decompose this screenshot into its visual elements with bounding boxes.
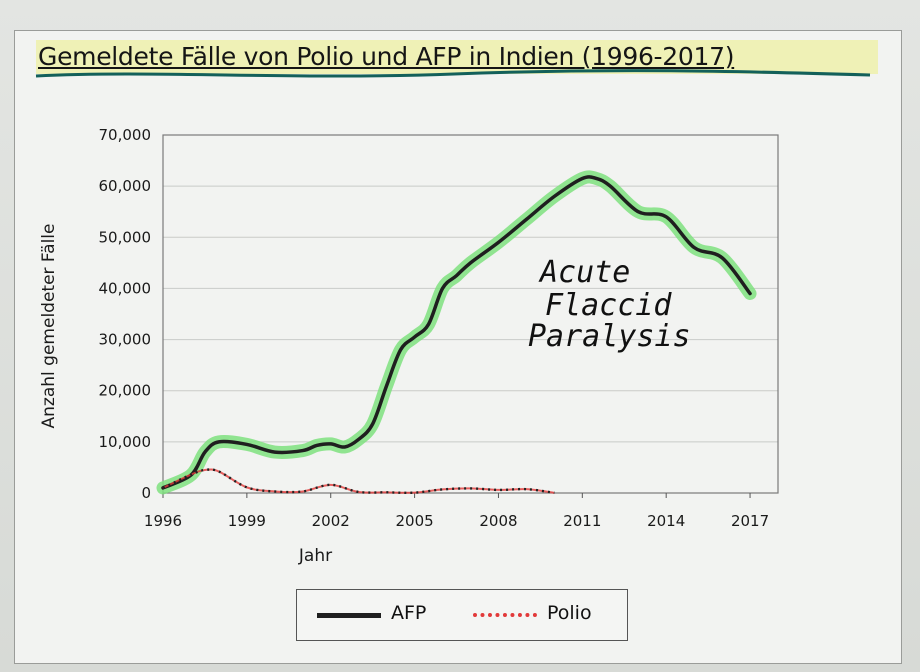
y-tick-label: 60,000 <box>99 177 152 195</box>
y-tick-label: 10,000 <box>99 433 152 451</box>
handwritten-annotation-line: Paralysis <box>528 319 691 354</box>
series-line-afp <box>161 175 752 490</box>
chart-title: Gemeldete Fälle von Polio und AFP in Ind… <box>38 42 735 71</box>
x-axis-title: Jahr <box>298 546 332 566</box>
y-tick-label: 50,000 <box>99 228 152 246</box>
x-tick-label: 1999 <box>228 512 266 530</box>
series-layer <box>156 170 757 495</box>
plot-frame <box>162 134 779 494</box>
legend-label-polio: Polio <box>547 602 592 624</box>
x-tick-label: 1996 <box>144 512 182 530</box>
grid-layer <box>163 134 778 494</box>
y-axis-title: Anzahl gemeldeter Fälle <box>39 224 59 429</box>
tick-layer: 0 10,000 20,000 30,000 40,000 50,000 60,000 70,… <box>99 126 770 530</box>
y-tick-label: 70,000 <box>99 126 152 144</box>
series-line-polio <box>162 468 555 494</box>
y-tick-label: 0 <box>141 484 151 502</box>
x-tick-label: 2011 <box>563 512 601 530</box>
figure-frame <box>14 30 902 664</box>
legend-item-afp: AFP <box>317 602 457 626</box>
handwritten-annotation-line: Flaccid <box>545 288 672 323</box>
legend-label-afp: AFP <box>391 602 427 624</box>
legend: AFP Polio <box>296 589 628 641</box>
title-handwritten-underline <box>35 69 871 78</box>
x-tick-label: 2008 <box>479 512 517 530</box>
legend-swatch-afp <box>317 613 381 618</box>
title-highlight <box>36 40 878 74</box>
handwritten-annotation-line: Acute <box>538 255 630 290</box>
x-tick-label: 2017 <box>731 512 769 530</box>
y-tick-label: 30,000 <box>99 331 152 349</box>
y-tick-label: 20,000 <box>99 382 152 400</box>
y-tick-label: 40,000 <box>99 279 152 297</box>
x-tick-label: 2002 <box>312 512 350 530</box>
x-tick-label: 2005 <box>395 512 433 530</box>
legend-item-polio: Polio <box>473 602 613 626</box>
legend-swatch-polio <box>473 613 537 617</box>
x-tick-label: 2014 <box>647 512 685 530</box>
